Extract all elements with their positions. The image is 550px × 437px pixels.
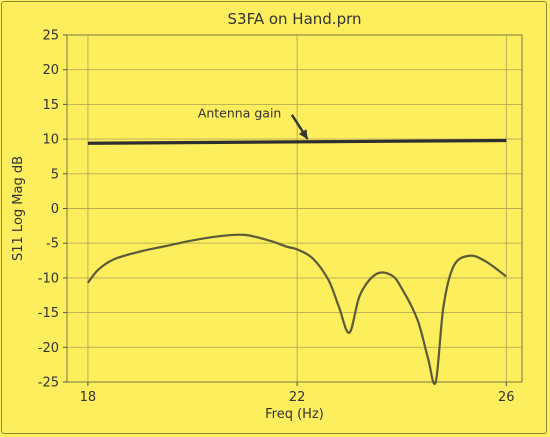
y-tick-label: -25 — [38, 376, 59, 391]
y-tick-label: -10 — [38, 271, 59, 286]
annotation-layer: Antenna gain — [198, 105, 309, 140]
x-tick-label: 26 — [498, 390, 515, 405]
series-layer — [87, 138, 507, 385]
annotation-arrow-head — [298, 129, 308, 140]
chart-title: S3FA on Hand.prn — [228, 10, 362, 28]
y-tick-label: 20 — [42, 63, 59, 78]
annotation-label: Antenna gain — [198, 105, 282, 120]
y-tick-label: -15 — [38, 306, 59, 321]
y-tick-label: 0 — [51, 202, 59, 217]
y-tick-label: -20 — [38, 341, 59, 356]
y-tick-label: 15 — [42, 98, 59, 113]
y-tick-label: 10 — [42, 133, 59, 148]
s11-curve — [87, 233, 507, 385]
x-axis-title: Freq (Hz) — [265, 407, 324, 422]
grid — [67, 34, 522, 383]
x-tick-label: 18 — [80, 390, 97, 405]
y-tick-label: -5 — [46, 237, 59, 252]
antenna-gain-line — [87, 138, 507, 145]
y-tick-label: 5 — [51, 167, 59, 182]
x-tick-label: 22 — [289, 390, 306, 405]
y-tick-label: 25 — [42, 29, 59, 44]
y-axis-title: S11 Log Mag dB — [11, 156, 26, 261]
tick-labels: -25 -20 -15 -10 -5 0 5 10 15 20 25 18 22 26 — [38, 29, 515, 406]
